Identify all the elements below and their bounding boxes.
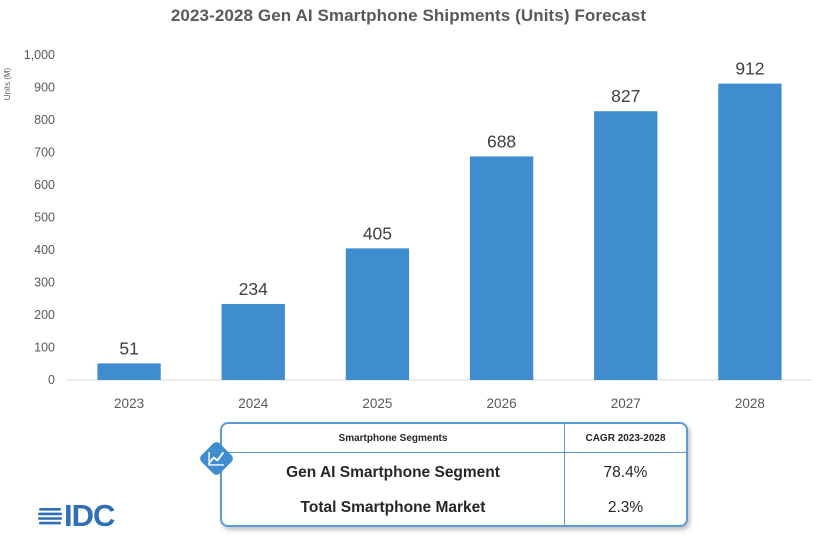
y-axis-ticks: 0 100 200 300 400 500 600 700 800 900 1,000: [24, 48, 55, 387]
y-tick-label: 600: [34, 178, 55, 192]
y-tick-label: 800: [34, 113, 55, 127]
cagr-table: Smartphone Segments CAGR 2023-2028 Gen A…: [220, 422, 688, 527]
bar: [97, 363, 161, 380]
table-header-rule: [222, 452, 686, 453]
data-label: 912: [735, 59, 764, 79]
y-tick-label: 400: [34, 243, 55, 257]
chart-title: 2023-2028 Gen AI Smartphone Shipments (U…: [170, 6, 647, 25]
table-row-label: Total Smartphone Market: [300, 499, 486, 516]
data-labels: 51 234 405 688 827 912: [119, 59, 764, 359]
y-tick-label: 500: [34, 211, 55, 225]
table-row-value: 2.3%: [607, 499, 644, 516]
y-tick-label: 900: [34, 81, 55, 95]
x-axis-ticks: 2023 2024 2025 2026 2027 2028: [114, 396, 765, 411]
y-tick-label: 1,000: [24, 48, 55, 62]
data-label: 234: [239, 279, 268, 299]
bar: [221, 303, 285, 380]
trend-line-icon: [200, 442, 233, 475]
y-axis-label: Units (M): [3, 67, 12, 100]
data-label: 688: [487, 131, 516, 151]
x-tick-label: 2025: [362, 396, 392, 411]
y-tick-label: 0: [48, 373, 55, 387]
bar: [345, 248, 410, 380]
x-tick-label: 2028: [735, 396, 765, 411]
globe-icon: [38, 508, 62, 525]
y-tick-label: 200: [34, 308, 55, 322]
bar: [469, 156, 534, 380]
idc-logo-text: IDC: [64, 498, 115, 533]
table-header-cagr: CAGR 2023-2028: [585, 433, 666, 444]
bar: [718, 83, 782, 380]
table-row-label: Gen AI Smartphone Segment: [286, 464, 500, 481]
bars: [97, 83, 782, 380]
data-label: 51: [119, 338, 138, 358]
table-column-divider: [564, 424, 565, 525]
x-tick-label: 2023: [114, 396, 144, 411]
idc-logo: IDC: [38, 498, 115, 533]
y-tick-label: 300: [34, 276, 55, 290]
y-axis-title: Units (M): [3, 67, 12, 100]
x-tick-label: 2024: [238, 396, 269, 411]
bar: [594, 111, 658, 380]
x-tick-label: 2027: [611, 396, 641, 411]
y-tick-label: 100: [34, 341, 55, 355]
bar-chart: Units (M) 0 100 200 300 400 500 600 700 800 900 1,…: [3, 48, 812, 411]
x-tick-label: 2026: [487, 396, 517, 411]
table-header-segments: Smartphone Segments: [338, 433, 448, 444]
data-label: 405: [363, 223, 392, 243]
y-tick-label: 700: [34, 146, 55, 160]
data-label: 827: [611, 86, 640, 106]
table-row-value: 78.4%: [603, 464, 648, 481]
